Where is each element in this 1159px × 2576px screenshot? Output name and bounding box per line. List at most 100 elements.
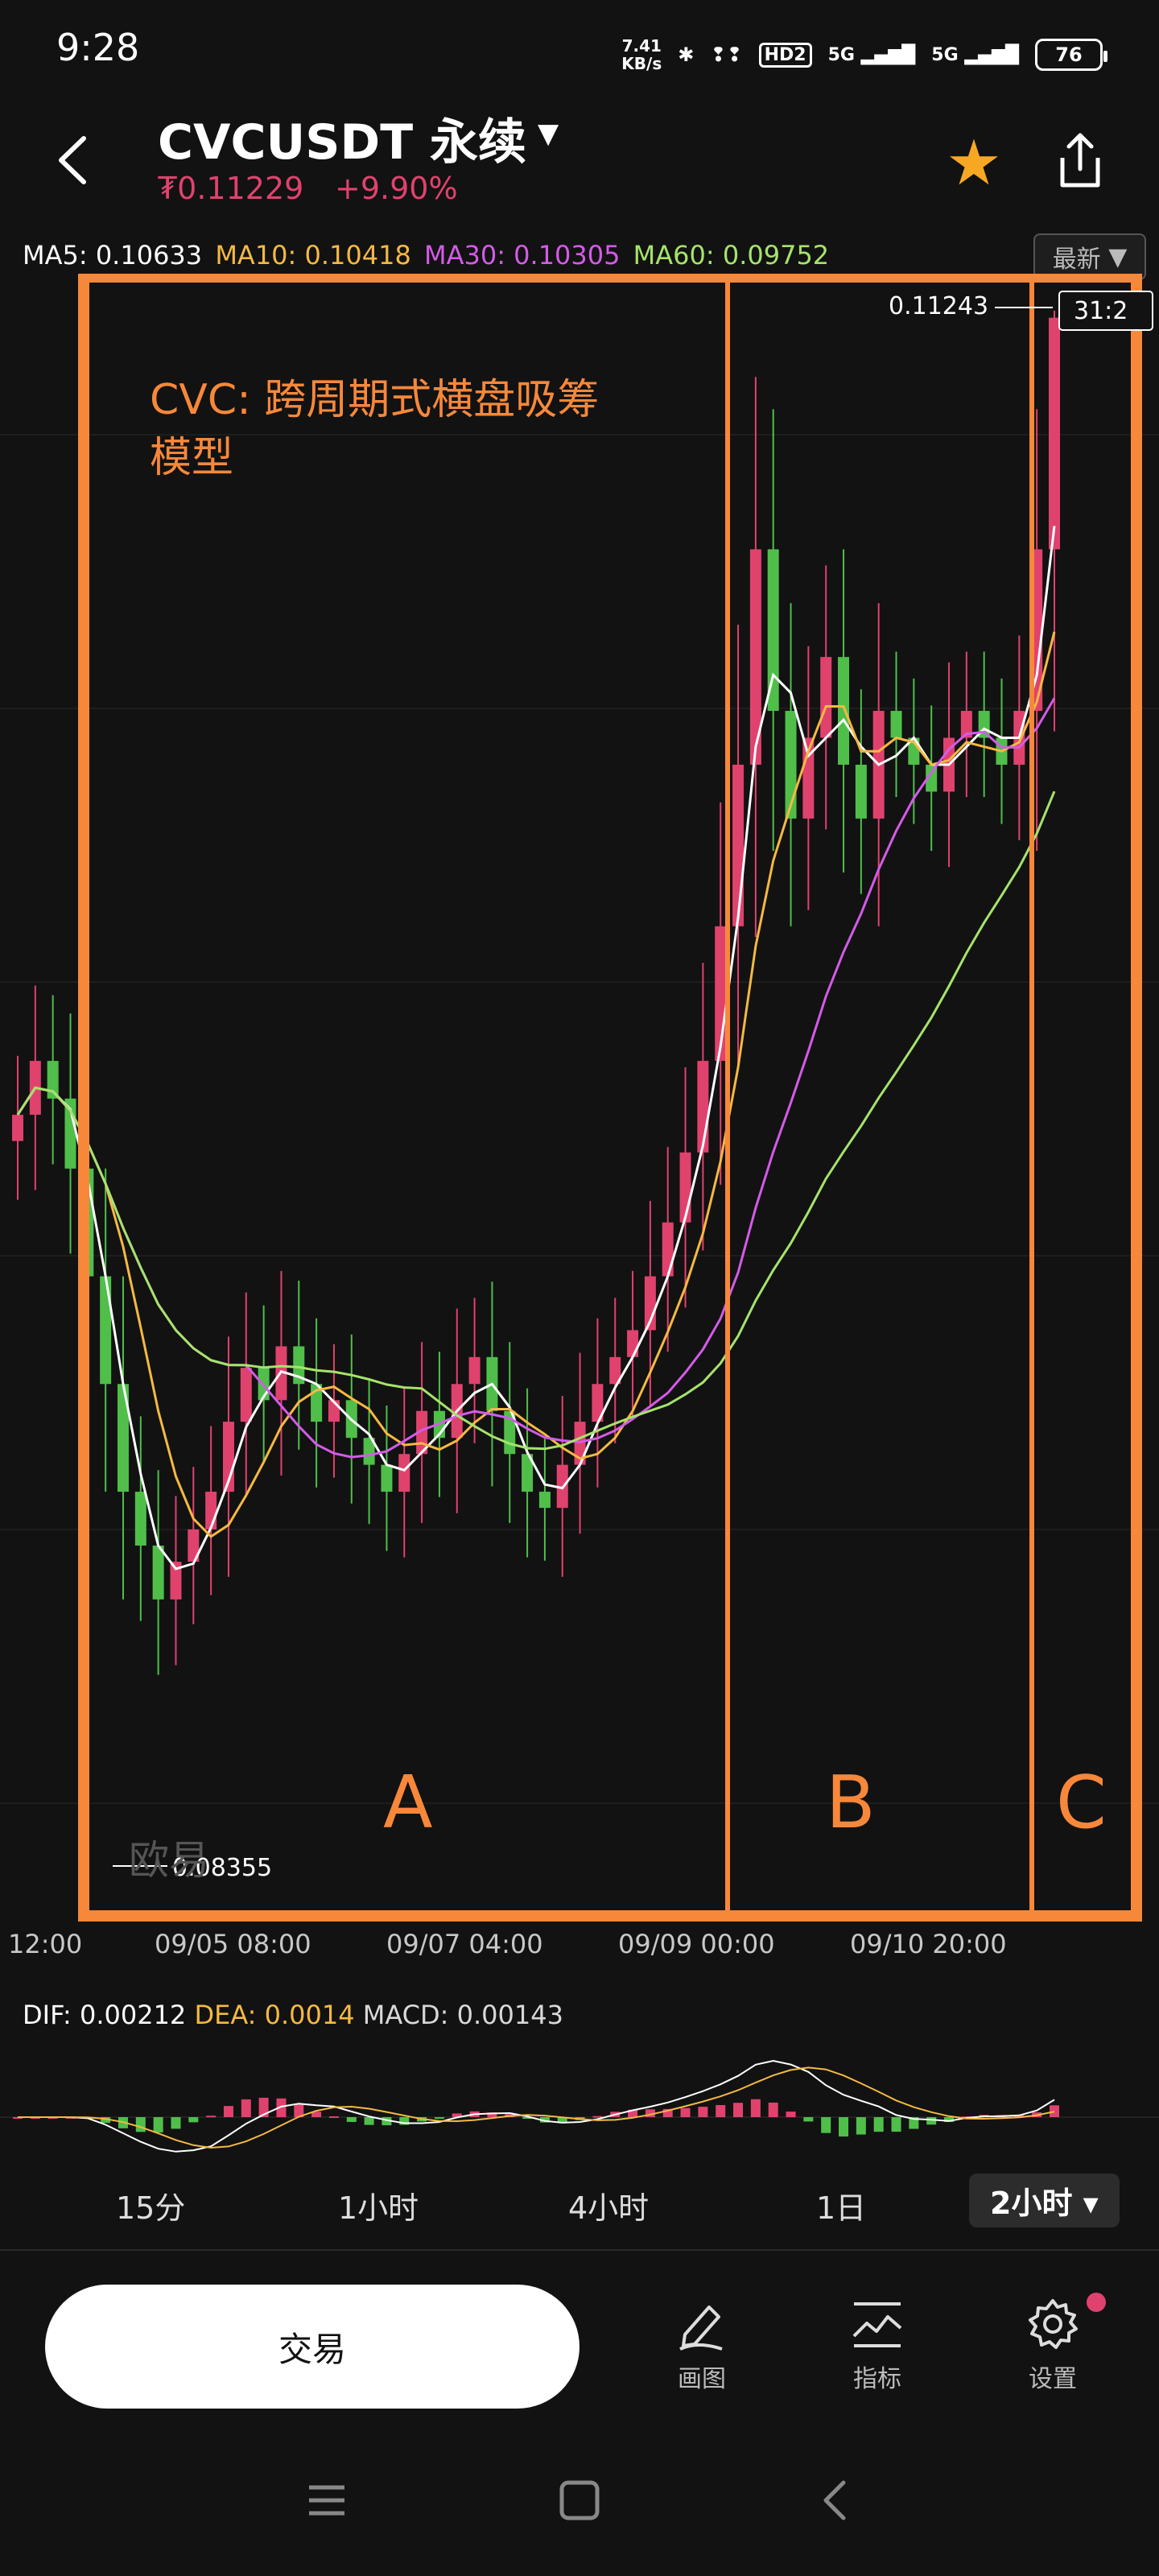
pair-symbol[interactable]: CVCUSDT 永续 (158, 114, 527, 171)
battery-icon: 76 (1035, 39, 1107, 71)
macd-bar (628, 2109, 638, 2117)
macd-bar (680, 2107, 691, 2117)
divider (0, 2249, 1159, 2251)
countdown-box (1058, 291, 1153, 331)
candle-body (293, 1346, 305, 1385)
macd-bar (258, 2097, 269, 2117)
macd-bar (539, 2117, 550, 2123)
macd-bar (750, 2099, 761, 2117)
macd-bar (891, 2117, 901, 2132)
annotation-box (78, 274, 1142, 1922)
x-tick: 09/09 00:00 (618, 1929, 775, 1959)
candle-body (785, 711, 797, 819)
macd-bar (382, 2117, 392, 2126)
share-icon[interactable] (1054, 130, 1106, 190)
ma10-line (16, 631, 1056, 1538)
status-bar: 9:28 7.41 KB/s ✱ ❢❢ HD2 5G ▂▄▆█ 5G ▂▄▆█ … (0, 0, 1159, 105)
candlestick-chart[interactable]: CVC: 跨周期式横盘吸筹 模型 A B C 0.11243 31:2 0.08… (0, 274, 1159, 1964)
star-icon[interactable]: ★ (946, 127, 1002, 200)
interval-tabs: 15分 1小时 4小时 1日 2小时 ▾ (0, 2174, 1159, 2230)
macd-bar (839, 2117, 849, 2137)
candle-body (838, 657, 850, 765)
macd-bar (171, 2117, 181, 2129)
candle-body (820, 657, 832, 738)
low-price-label: 0.08355 (172, 1854, 272, 1882)
x-tick: 09/10 20:00 (850, 1929, 1007, 1959)
x-tick: 09/07 04:00 (386, 1929, 543, 1959)
candle-body (749, 549, 761, 765)
ma30-line (16, 697, 1056, 1459)
back-icon[interactable] (56, 135, 89, 197)
candle-body (47, 1060, 59, 1099)
macd-bar (821, 2117, 831, 2133)
zone-label-a: A (383, 1761, 433, 1845)
menu-icon[interactable] (304, 2478, 349, 2534)
candle-body (627, 1330, 639, 1357)
candle-body (1049, 317, 1060, 550)
macd-bar (716, 2105, 726, 2117)
settings-button[interactable]: 设置 (1004, 2296, 1101, 2394)
macd-bar (188, 2117, 199, 2123)
network-speed: 7.41 KB/s (621, 36, 662, 73)
tab-2h-dropdown[interactable]: 2小时 ▾ (969, 2174, 1120, 2227)
dea-value: DEA: 0.0014 (194, 2000, 355, 2030)
macd-bar (944, 2117, 955, 2122)
x-axis: 12:00 09/05 08:00 09/07 04:00 09/09 00:0… (0, 1929, 1159, 1969)
zone-label-b: B (826, 1761, 876, 1845)
tab-1h[interactable]: 1小时 (338, 2190, 419, 2226)
back-nav-icon[interactable] (813, 2478, 858, 2534)
macd-bar (698, 2107, 708, 2117)
macd-bar (135, 2117, 146, 2132)
macd-bar (926, 2117, 937, 2125)
dif-line (18, 2059, 1055, 2153)
candle-body (240, 1368, 252, 1422)
macd-legend: DIF: 0.00212 DEA: 0.0014 MACD: 0.00143 (23, 2000, 563, 2030)
candle-body (679, 1152, 691, 1223)
draw-button[interactable]: 画图 (654, 2296, 750, 2394)
x-tick: 12:00 (8, 1929, 83, 1959)
latest-price-dropdown[interactable]: 最新 ▼ (1033, 233, 1146, 280)
macd-bar (856, 2117, 866, 2135)
last-price: ₮0.11229 (158, 171, 304, 206)
tab-15m[interactable]: 15分 (116, 2190, 186, 2226)
dif-value: DIF: 0.00212 (23, 2000, 187, 2030)
watermark-logo: 欧易 (129, 1837, 209, 1884)
macd-value: MACD: 0.00143 (362, 2000, 563, 2030)
ma60-line (16, 791, 1056, 1451)
pair-header: CVCUSDT 永续 ▼ ₮0.11229 +9.90% ★ (0, 97, 1159, 225)
tab-1d[interactable]: 1日 (816, 2190, 867, 2226)
macd-bar (434, 2117, 444, 2119)
macd-bar (399, 2117, 410, 2125)
macd-bar (206, 2116, 217, 2118)
macd-bar (557, 2117, 567, 2123)
candle-body (767, 549, 779, 712)
candle-body (170, 1562, 182, 1600)
price-change: +9.90% (335, 171, 458, 206)
macd-bar (452, 2113, 462, 2117)
macd-bar (803, 2117, 814, 2122)
candle-body (538, 1492, 551, 1509)
macd-bar (328, 2116, 339, 2118)
indicator-button[interactable]: 指标 (829, 2296, 926, 2394)
indicator-label: 指标 (853, 2365, 901, 2393)
status-time: 9:28 (56, 26, 140, 69)
candle-body (134, 1492, 146, 1546)
trade-button[interactable]: 交易 (45, 2285, 580, 2409)
macd-bar (733, 2103, 744, 2117)
tab-4h[interactable]: 4小时 (568, 2190, 650, 2226)
home-icon[interactable] (557, 2478, 602, 2534)
macd-bar (1050, 2105, 1059, 2117)
macd-bar (311, 2112, 322, 2117)
candle-body (468, 1356, 481, 1385)
draw-label: 画图 (678, 2365, 726, 2393)
annotation-title-1: CVC: 跨周期式横盘吸筹 (150, 376, 599, 424)
macd-bar (768, 2102, 778, 2117)
chevron-down-icon[interactable]: ▼ (538, 118, 559, 150)
macd-bar (364, 2117, 374, 2125)
candle-body (117, 1384, 129, 1492)
macd-bar (873, 2117, 884, 2132)
candle-body (363, 1438, 375, 1465)
countdown-text: 31:2 (1074, 297, 1128, 325)
macd-bar (294, 2103, 304, 2117)
signal-5g-2: 5G ▂▄▆█ (931, 44, 1019, 65)
